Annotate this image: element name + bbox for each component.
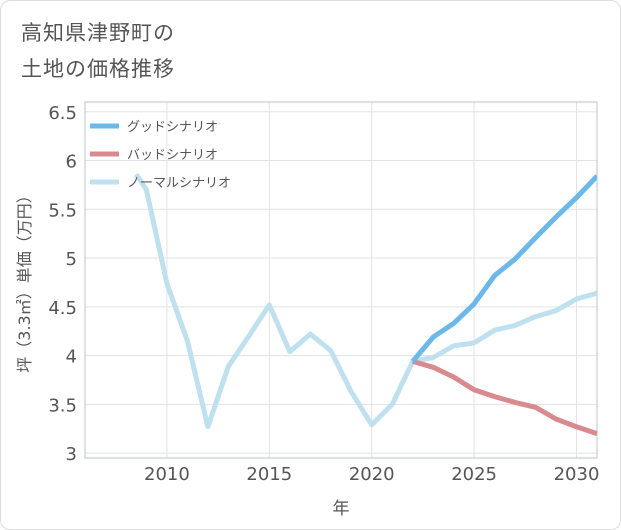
series-line-good (410, 174, 597, 364)
series-line-normal (134, 172, 597, 430)
y-tick-label: 5 (66, 249, 77, 270)
y-tick-label: 4.5 (48, 298, 77, 319)
series-lines (134, 172, 597, 436)
x-tick-label: 2020 (349, 464, 395, 485)
chart-title: 高知県津野町の 土地の価格推移 (21, 15, 175, 87)
y-tick-label: 4 (66, 347, 77, 368)
y-tick-label: 3.5 (48, 395, 77, 416)
x-axis-ticks: 2010 2015 2020 2025 2030 (144, 464, 599, 485)
legend-label: グッドシナリオ (127, 120, 218, 135)
x-tick-label: 2025 (451, 464, 497, 485)
y-tick-label: 6.5 (48, 103, 77, 124)
grid-lines (85, 102, 597, 458)
legend-item-good[interactable]: グッドシナリオ (90, 120, 218, 135)
legend-label: ノーマルシナリオ (127, 176, 231, 191)
x-axis-label: 年 (333, 499, 350, 519)
legend-label: バッドシナリオ (127, 148, 218, 163)
y-tick-label: 3 (66, 444, 77, 465)
y-axis-ticks: 3 3.5 4 4.5 5 5.5 6 6.5 (48, 103, 77, 465)
y-axis-label: 坪（3.3㎡）単価（万円） (15, 187, 34, 372)
plot-frame (84, 101, 598, 459)
legend-item-normal[interactable]: ノーマルシナリオ (90, 176, 231, 191)
x-tick-label: 2015 (246, 464, 292, 485)
x-tick-label: 2010 (144, 464, 190, 485)
chart-title-line-1: 高知県津野町の (21, 21, 175, 45)
x-tick-label: 2030 (554, 464, 600, 485)
series-line-bad (412, 358, 597, 436)
y-tick-label: 5.5 (48, 200, 77, 221)
chart-title-line-2: 土地の価格推移 (21, 57, 175, 81)
y-tick-label: 6 (66, 152, 77, 173)
legend-item-bad[interactable]: バッドシナリオ (90, 148, 218, 163)
